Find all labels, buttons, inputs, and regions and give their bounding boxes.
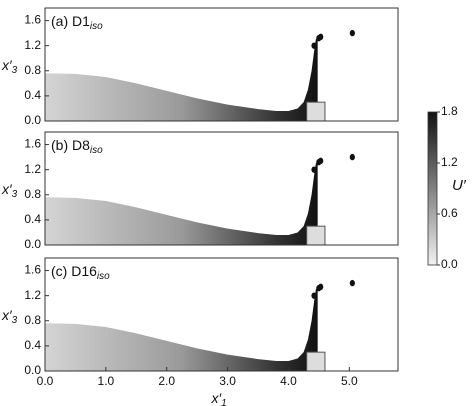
x-tick-label: 1.0 [98, 374, 115, 388]
colorbar-label: U′ [452, 177, 467, 194]
y-tick-label: 1.6 [24, 13, 41, 27]
x-tick-label: 0.0 [37, 374, 54, 388]
y-tick-label: 0.8 [24, 63, 41, 77]
x-tick-label: 3.0 [219, 374, 236, 388]
droplet [349, 153, 355, 161]
panel-label-sub: iso [90, 21, 103, 32]
x-axis-label-sub: 1 [221, 398, 227, 406]
y-tick-label: 0.4 [24, 212, 41, 226]
droplet [311, 292, 317, 299]
panel-label-text: (c) D16 [51, 263, 97, 279]
colorbar-tick-label: 0.6 [441, 206, 458, 220]
droplet [349, 279, 355, 287]
y-tick-label: 1.2 [24, 162, 41, 176]
fluid-surface [45, 37, 318, 121]
y-axis-label-sub: 3 [12, 65, 18, 76]
y-axis-label-text: x′ [1, 57, 13, 73]
panel-label-text: (a) D1 [51, 13, 90, 29]
y-tick-label: 0.4 [24, 338, 41, 352]
y-axis-label: x′3 [1, 57, 18, 76]
y-tick-label: 0.8 [24, 187, 41, 201]
y-axis-label-text: x′ [1, 181, 13, 197]
y-tick-label: 1.2 [24, 38, 41, 52]
y-axis-label: x′3 [1, 181, 18, 200]
obstacle [306, 225, 326, 246]
droplet [318, 157, 324, 165]
plot-frame [44, 257, 399, 372]
panel: 0.0 0.4 0.8 1.2 1.6 (b) D8iso x′3 [1, 131, 399, 251]
y-tick-label: 1.6 [24, 137, 41, 151]
y-tick-label: 0.8 [24, 313, 41, 327]
panel-label-text: (b) D8 [51, 137, 90, 153]
y-axis-label: x′3 [1, 307, 18, 326]
droplet [311, 166, 317, 173]
x-tick-label: 2.0 [158, 374, 175, 388]
x-axis-label-text: x′ [211, 390, 223, 406]
colorbar-tick-label: 0.0 [441, 257, 458, 271]
plot-frame [44, 7, 399, 122]
panel-label: (c) D16iso [51, 263, 110, 282]
droplet [318, 33, 324, 41]
y-tick-label: 1.2 [24, 288, 41, 302]
obstacle [306, 101, 326, 122]
x-axis-label: x′1 [211, 390, 227, 406]
x-tick-label: 4.0 [280, 374, 297, 388]
obstacle [306, 351, 326, 372]
fluid-surface [45, 161, 318, 245]
panel-label-sub: iso [97, 271, 110, 282]
panel-label: (b) D8iso [51, 137, 103, 156]
y-tick-label: 0.0 [24, 113, 41, 127]
panel-label-sub: iso [90, 145, 103, 156]
colorbar [427, 111, 438, 266]
x-tick-label: 5.0 [341, 374, 358, 388]
y-tick-label: 1.6 [24, 263, 41, 277]
plot-frame [44, 131, 399, 246]
panel-label: (a) D1iso [51, 13, 103, 32]
y-axis-label-sub: 3 [12, 315, 18, 326]
y-axis-label-sub: 3 [12, 189, 18, 200]
y-tick-label: 0.4 [24, 88, 41, 102]
panel: 0.0 0.4 0.8 1.2 1.6 (a) D1iso x′3 [1, 7, 399, 127]
droplet [318, 283, 324, 291]
y-axis-label-text: x′ [1, 307, 13, 323]
y-tick-label: 0.0 [24, 363, 41, 377]
fluid-surface [45, 287, 318, 371]
y-tick-label: 0.0 [24, 237, 41, 251]
colorbar-tick-label: 1.8 [441, 104, 458, 118]
droplet [349, 29, 355, 37]
droplet [311, 42, 317, 49]
colorbar-tick-label: 1.2 [441, 155, 458, 169]
